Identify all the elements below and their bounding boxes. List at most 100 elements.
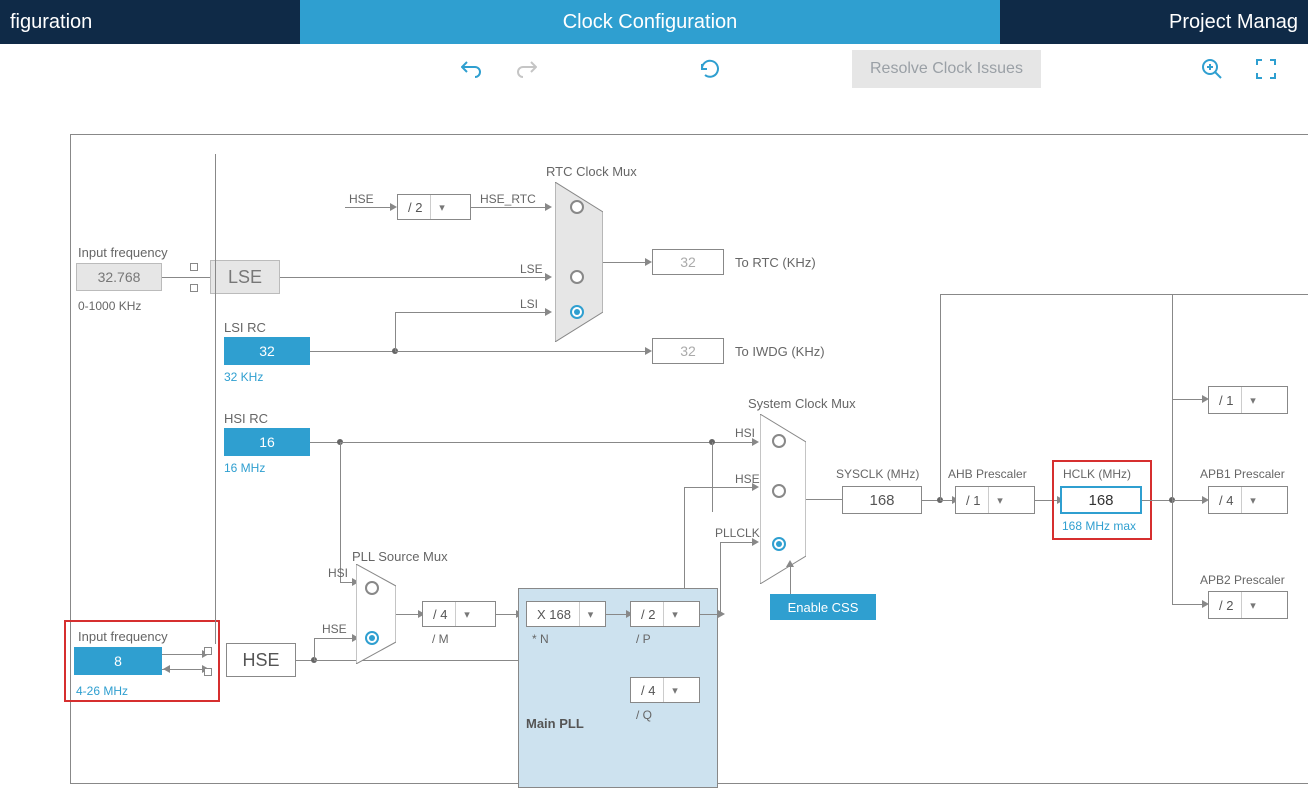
sysmux-hse-radio[interactable] [772,484,786,498]
pll-mul-n[interactable]: X 168 ▾ [526,601,606,627]
pll-source-mux [356,564,396,664]
div-q-val: / 4 [631,683,663,698]
pllclk-label: PLLCLK [715,526,760,540]
hse-input-freq-label: Input frequency [78,629,168,644]
pll-mux-title: PLL Source Mux [352,549,448,564]
enable-css-button[interactable]: Enable CSS [770,594,876,620]
rtc-out-label: To RTC (KHz) [735,255,816,270]
div-q-label: / Q [636,708,652,722]
rtc-mux-title: RTC Clock Mux [546,164,637,179]
hse-conn-top [204,647,212,655]
resolve-label: Resolve Clock Issues [870,60,1023,77]
pllclk-v [720,542,721,614]
pllmux-hsi-radio[interactable] [365,581,379,595]
hse-range: 4-26 MHz [76,684,128,698]
hclk-label: HCLK (MHz) [1063,467,1131,481]
zoom-group [1200,57,1278,81]
rtc-div-val: / 2 [398,200,430,215]
ahb-prescaler[interactable]: / 1 ▾ [955,486,1035,514]
hse-rtc-src: HSE [349,192,374,206]
pll-div-q[interactable]: / 4 ▾ [630,677,700,703]
divm-out [496,614,516,615]
iwdg-label: To IWDG (KHz) [735,344,825,359]
pll-hsi-label: HSI [328,566,348,580]
lse-range: 0-1000 KHz [78,299,141,313]
top-prescaler[interactable]: / 1 ▾ [1208,386,1288,414]
pll-div-p[interactable]: / 2 ▾ [630,601,700,627]
chevron-down-icon: ▾ [1241,387,1263,413]
main-pll-title: Main PLL [526,716,584,731]
lse-block: LSE [210,260,280,294]
apb1-prescaler[interactable]: / 4 ▾ [1208,486,1288,514]
hse-freq-value[interactable]: 8 [74,647,162,675]
css-arrow [790,567,791,594]
chevron-down-icon: ▾ [455,602,477,626]
fit-screen-icon[interactable] [1254,57,1278,81]
hsi-to-pllmux [340,582,352,583]
hsi-to-sysmux [712,442,752,443]
sys-hsi-label: HSI [735,426,755,440]
clock-diagram-canvas[interactable]: Input frequency 32.768 0-1000 KHz LSE LS… [0,94,1308,756]
sysclk-out-a [940,500,952,501]
mul-n-val: X 168 [527,607,579,622]
sysclk-label: SYSCLK (MHz) [836,467,919,481]
zoom-in-icon[interactable] [1200,57,1224,81]
hse-sig-label: HSE [322,622,347,636]
chevron-down-icon: ▾ [579,602,601,626]
ahb-out [1035,500,1057,501]
hse-vup [314,638,315,660]
mul-n-label: * N [532,632,549,646]
hse-to-pllmux [314,638,352,639]
lse-conn-bot [190,284,198,292]
hsi-rc-label: HSI RC [224,411,268,426]
redo-icon[interactable] [514,57,538,81]
apb2-val: / 2 [1209,598,1241,613]
hsi-to-sysmux-h [340,442,750,443]
v-top-right [940,294,941,500]
hse-rtc-in [345,207,390,208]
chevron-down-icon: ▾ [1241,592,1263,618]
pllmux-hse-radio[interactable] [365,631,379,645]
div-m-label: / M [432,632,449,646]
top-div-val: / 1 [1209,393,1241,408]
lsi-rc-label: LSI RC [224,320,266,335]
sys-hse-label: HSE [735,472,760,486]
undo-icon[interactable] [460,57,484,81]
hclk-to-apb1 [1172,500,1202,501]
tab-project-manager[interactable]: Project Manag [1000,0,1308,44]
rtc-out: 32 [652,249,724,275]
refresh-icon[interactable] [698,57,722,81]
rtc-mux-hse-radio[interactable] [570,200,584,214]
tab-pinout[interactable]: figuration [0,0,300,44]
tab-clock-config[interactable]: Clock Configuration [300,0,1000,44]
divp-out [700,614,718,615]
apb1-val: / 4 [1209,493,1241,508]
hse-conn-bot [204,668,212,676]
hse-to-sysmux [684,487,752,488]
lsi-unit: 32 KHz [224,370,263,384]
lse-input-freq-label: Input frequency [78,245,168,260]
rtc-mux-lse-radio[interactable] [570,270,584,284]
hclk-note: 168 MHz max [1062,519,1136,533]
hclk-input[interactable]: 168 [1060,486,1142,514]
resolve-clock-issues-button[interactable]: Resolve Clock Issues [852,50,1041,88]
hsi-value: 16 [224,428,310,456]
apb2-prescaler[interactable]: / 2 ▾ [1208,591,1288,619]
sysmux-hsi-radio[interactable] [772,434,786,448]
rtc-hse-divider[interactable]: / 2 ▾ [397,194,471,220]
sysclk-value: 168 [842,486,922,514]
div-m-val: / 4 [423,607,455,622]
pll-div-m[interactable]: / 4 ▾ [422,601,496,627]
hsi-stub [310,442,340,443]
rtc-mux-lsi-radio[interactable] [570,305,584,319]
toolbar: Resolve Clock Issues [0,44,1308,94]
hse-rtc-out [471,207,545,208]
sysmux-pll-radio[interactable] [772,537,786,551]
hsi-unit: 16 MHz [224,461,265,475]
hclk-out [1142,500,1172,501]
chevron-down-icon: ▾ [663,678,685,702]
v-main [215,154,216,644]
hse-rtc-label: HSE_RTC [480,192,536,206]
to-top-div [1172,399,1202,400]
tabs-row: figuration Clock Configuration Project M… [0,0,1308,44]
